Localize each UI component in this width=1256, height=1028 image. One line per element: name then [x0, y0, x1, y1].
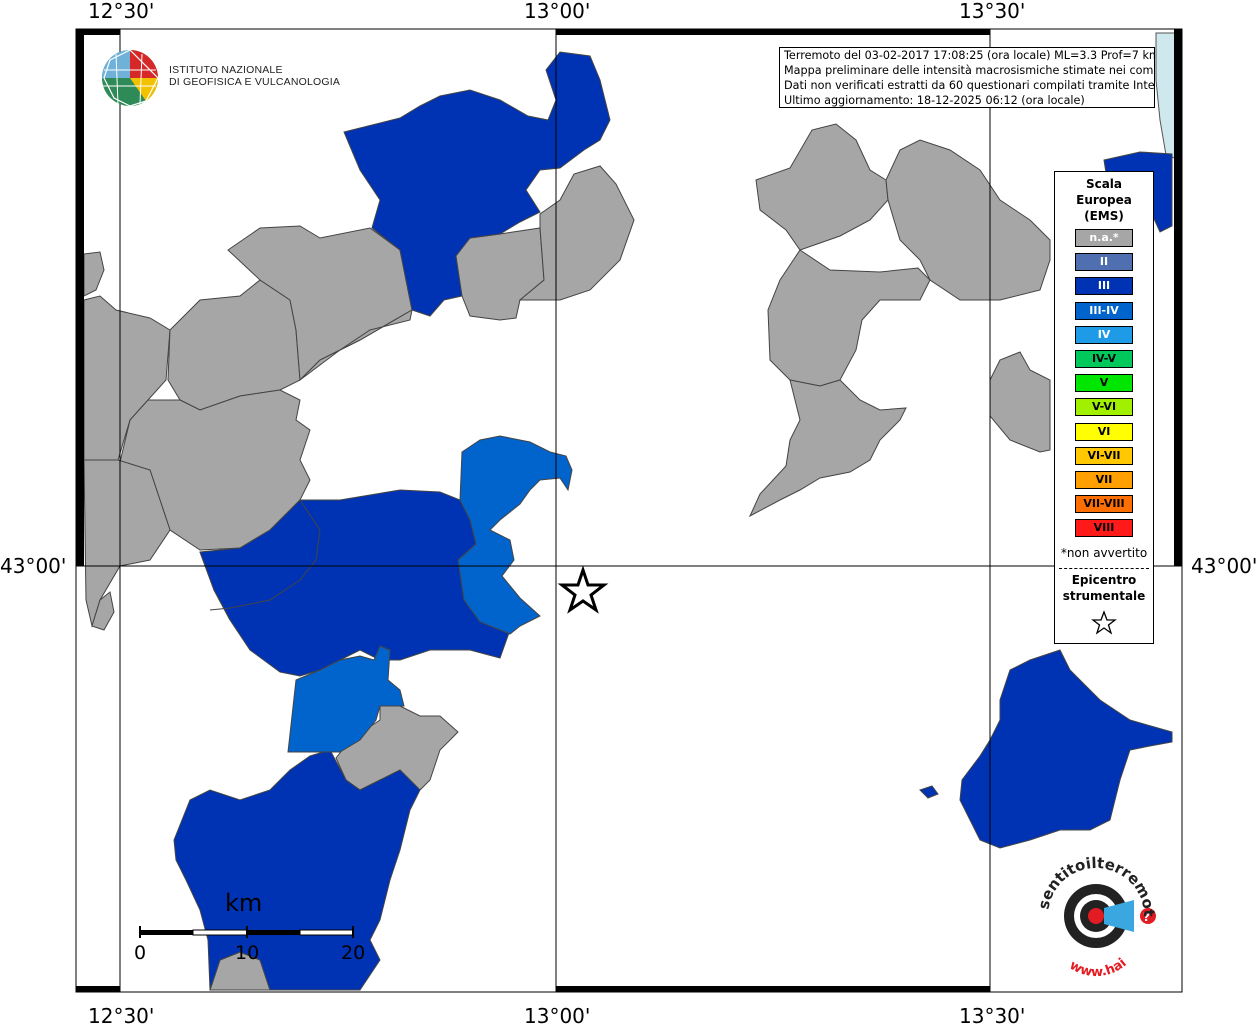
lon-label-top-1300: 13°00'	[524, 0, 591, 23]
municipalities-intensity-III-IV	[287, 435, 573, 753]
legend-item-iii-iv: III-IV	[1075, 301, 1133, 320]
institute-name-line2: DI GEOFISICA E VULCANOLOGIA	[169, 76, 341, 88]
legend-title: Scala Europea (EMS)	[1055, 176, 1153, 224]
scale-bar	[139, 926, 354, 938]
map-frame	[75, 28, 1183, 993]
intensity-legend: Scala Europea (EMS) n.a.* II III III-IV IV IV…	[1054, 171, 1154, 644]
legend-item-iv-v: IV-V	[1075, 350, 1133, 368]
legend-epicenter-line1: Epicentro	[1071, 573, 1137, 587]
lon-label-top-1230: 12°30'	[88, 0, 155, 23]
lon-label-bottom-1300: 13°00'	[524, 1004, 591, 1028]
globe-logo-icon	[102, 49, 159, 107]
legend-title-line3: (EMS)	[1084, 209, 1124, 223]
scale-bar-unit: km	[225, 889, 263, 917]
lat-label-right: 43°00'	[1191, 554, 1256, 578]
legend-note: *non avvertito	[1060, 546, 1148, 560]
legend-item-vi-vii: VI-VII	[1075, 446, 1133, 465]
legend-separator	[1059, 568, 1149, 569]
municipality-borders	[209, 499, 321, 611]
legend-item-vi: VI	[1075, 422, 1133, 441]
legend-title-line1: Scala	[1085, 177, 1123, 191]
legend-item-vii-viii: VII-VIII	[1075, 495, 1133, 514]
scale-bar-tick-20: 20	[341, 942, 366, 964]
legend-item-iii: III	[1075, 277, 1133, 296]
svg-text:?: ?	[1143, 910, 1150, 924]
scale-bar-tick-0: 0	[134, 942, 147, 964]
legend-item-v: V	[1075, 374, 1133, 393]
institute-name-line1: ISTITUTO NAZIONALE	[169, 64, 283, 76]
legend-epicenter-line2: strumentale	[1062, 589, 1146, 603]
legend-title-line2: Europea	[1076, 193, 1132, 207]
municipalities-na	[83, 123, 1051, 991]
lon-label-top-1330: 13°30'	[959, 0, 1026, 23]
epicenter-star-icon[interactable]	[557, 565, 609, 614]
info-line-last-update: Ultimo aggiornamento: 18-12-2025 06:12 (…	[784, 94, 1085, 107]
legend-item-n-a: n.a.*	[1075, 229, 1133, 247]
institute-name: ISTITUTO NAZIONALE DI GEOFISICA E VULCAN…	[169, 64, 340, 88]
legend-epicenter-label: Epicentro strumentale	[1055, 572, 1153, 604]
scale-bar-tick-10: 10	[235, 942, 260, 964]
lat-label-left: 43°00'	[0, 554, 67, 578]
graticule	[76, 29, 1182, 992]
star-icon	[1091, 610, 1117, 635]
info-line-event: Terremoto del 03-02-2017 17:08:25 (ora l…	[784, 49, 1155, 62]
earthquake-info-box: Terremoto del 03-02-2017 17:08:25 (ora l…	[779, 47, 1155, 108]
lon-label-bottom-1330: 13°30'	[959, 1004, 1026, 1028]
legend-item-ii: II	[1075, 253, 1133, 272]
legend-item-v-vi: V-VI	[1075, 398, 1133, 417]
legend-item-iv: IV	[1075, 325, 1133, 344]
info-line-map-desc: Mappa preliminare delle intensità macros…	[784, 64, 1155, 77]
legend-item-viii: VIII	[1075, 519, 1133, 538]
lon-label-bottom-1230: 12°30'	[88, 1004, 155, 1028]
info-line-data-source: Dati non verificati estratti da 60 quest…	[784, 79, 1155, 92]
legend-item-vii: VII	[1075, 471, 1133, 489]
